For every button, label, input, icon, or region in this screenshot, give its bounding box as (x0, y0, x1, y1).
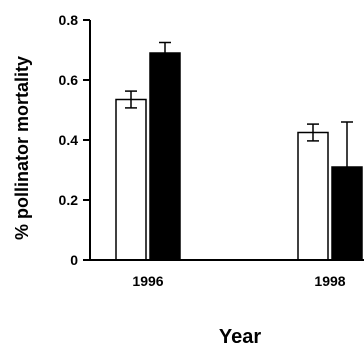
y-tick-label: 0.6 (59, 72, 79, 88)
error-bar (159, 41, 171, 53)
error-bar (307, 123, 319, 142)
y-tick-label: 0.2 (59, 192, 79, 208)
bars (115, 52, 363, 261)
y-axis-title: % pollinator mortality (12, 56, 32, 240)
x-axis-title: Year (219, 326, 261, 348)
y-tick-label: 0 (70, 252, 78, 268)
bar (331, 166, 363, 261)
y-tick-label: 0.4 (59, 132, 79, 148)
error-bar (341, 121, 353, 167)
y-tick-label: 0.8 (59, 12, 79, 28)
error-bar (125, 90, 137, 109)
y-axis-ticks: 0 0.2 0.4 0.6 0.8 (59, 12, 90, 268)
bar (115, 98, 147, 261)
x-tick-label: 1998 (314, 273, 345, 289)
error-bars (125, 41, 353, 167)
bar (297, 131, 329, 261)
x-tick-label: 1996 (132, 273, 163, 289)
bar (149, 52, 181, 261)
x-axis-labels: 1996 1998 (132, 273, 345, 289)
